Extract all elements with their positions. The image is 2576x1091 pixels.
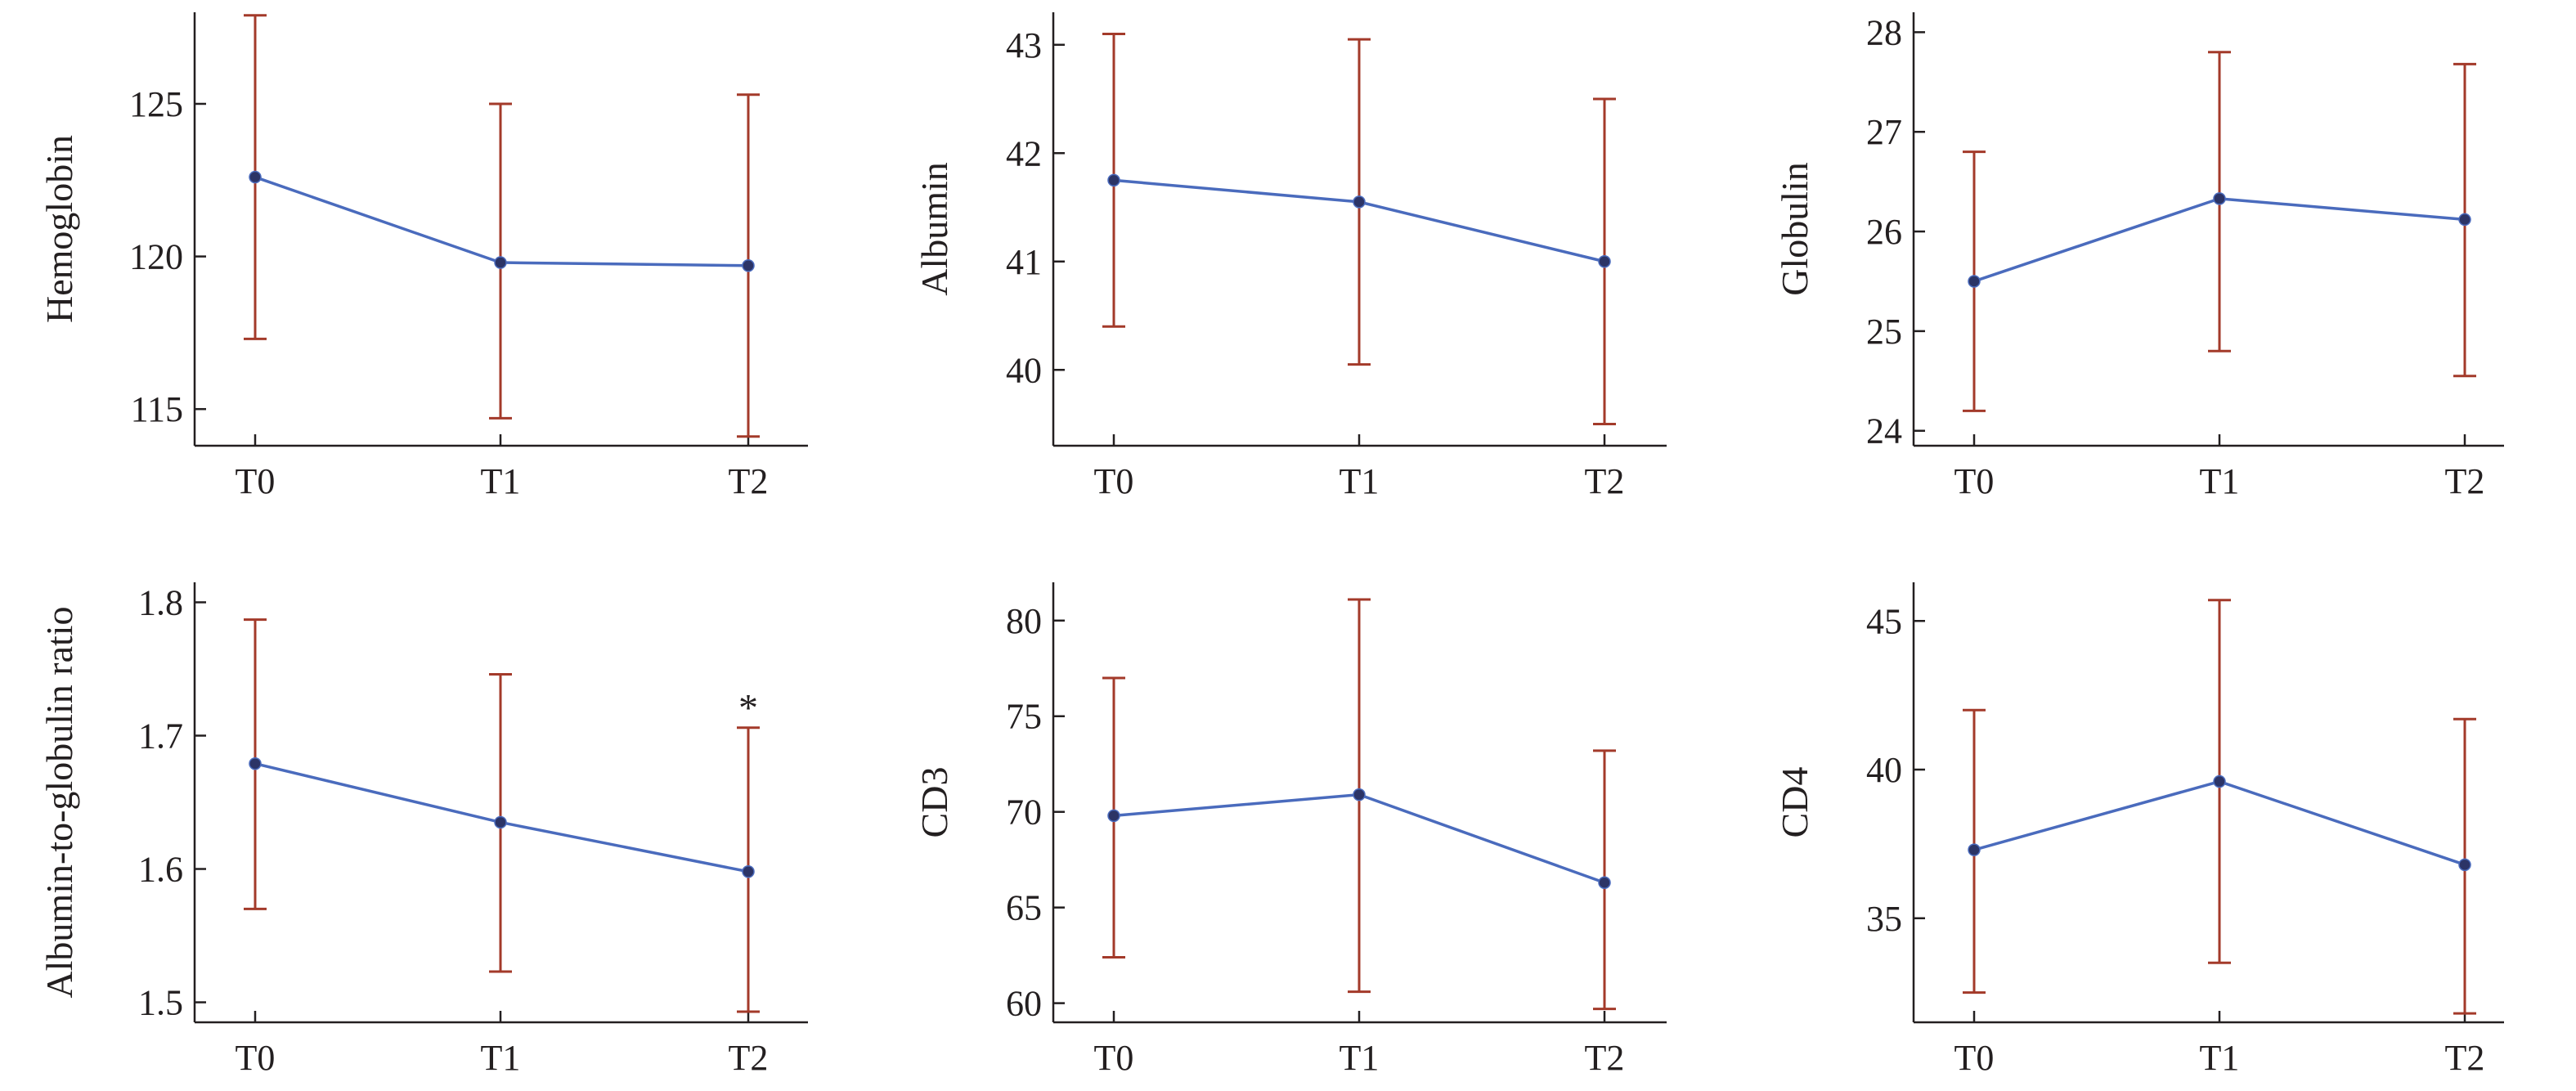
data-point	[1968, 843, 1981, 856]
data-point	[2458, 858, 2471, 872]
y-axis-label: Albumin-to-globulin ratio	[38, 606, 80, 998]
significance-annotation: *	[738, 687, 758, 730]
chart-panel: 24 25 26 27 28 T0 T1 T2 Globulin	[1774, 12, 2504, 501]
y-tick-label: 60	[1006, 984, 1042, 1024]
y-tick-label: 40	[1006, 350, 1042, 390]
y-axis-label: Globulin	[1774, 162, 1815, 296]
data-point	[1353, 195, 1366, 209]
x-tick-label: T1	[481, 1038, 521, 1078]
y-axis-label: Albumin	[913, 162, 955, 296]
chart-panel: 60 65 70 75 80 T0 T1 T2 CD3	[913, 582, 1667, 1078]
y-tick-label: 40	[1866, 750, 1902, 790]
data-point	[2213, 774, 2226, 788]
x-tick-label: T1	[1340, 461, 1380, 501]
y-tick-label: 41	[1006, 242, 1042, 282]
data-point	[249, 757, 262, 770]
chart-panel: 115 120 125 T0 T1 T2 Hemoglobin	[38, 12, 808, 501]
y-tick-label: 1.8	[138, 582, 183, 622]
x-tick-label: T0	[236, 461, 276, 501]
data-point	[1598, 255, 1611, 268]
y-tick-label: 80	[1006, 601, 1042, 641]
y-tick-label: 1.5	[138, 983, 183, 1023]
y-tick-label: 65	[1006, 888, 1042, 928]
y-axis-label: CD3	[913, 767, 955, 838]
y-tick-label: 120	[129, 237, 183, 277]
data-point	[249, 170, 262, 184]
y-tick-label: 27	[1866, 112, 1902, 152]
x-tick-label: T1	[2200, 461, 2240, 501]
x-tick-label: T0	[1954, 461, 1995, 501]
x-tick-label: T1	[1340, 1038, 1380, 1078]
x-tick-label: T2	[729, 461, 769, 501]
y-tick-label: 45	[1866, 601, 1902, 641]
y-tick-label: 1.7	[138, 716, 183, 756]
y-tick-label: 70	[1006, 792, 1042, 833]
data-point	[494, 815, 507, 829]
y-tick-label: 25	[1866, 312, 1902, 352]
y-tick-label: 26	[1866, 212, 1902, 252]
chart-panel: 35 40 45 T0 T1 T2 CD4	[1774, 582, 2504, 1078]
y-axis-label: CD4	[1774, 767, 1815, 838]
x-tick-label: T2	[729, 1038, 769, 1078]
data-point	[2213, 192, 2226, 205]
y-tick-label: 43	[1006, 25, 1042, 65]
data-point	[494, 256, 507, 269]
data-point	[1107, 809, 1120, 823]
x-tick-label: T0	[1954, 1038, 1995, 1078]
y-tick-label: 42	[1006, 133, 1042, 173]
y-tick-label: 75	[1006, 697, 1042, 737]
y-tick-label: 125	[129, 84, 183, 124]
chart-panel: 40 41 42 43 T0 T1 T2 Albumin	[913, 12, 1667, 501]
x-tick-label: T2	[1585, 461, 1625, 501]
y-tick-label: 35	[1866, 899, 1902, 939]
y-axis-label: Hemoglobin	[38, 135, 80, 323]
y-tick-label: 28	[1866, 12, 1902, 52]
data-point	[2458, 213, 2471, 227]
x-tick-label: T2	[2445, 1038, 2485, 1078]
y-tick-label: 24	[1866, 411, 1902, 451]
x-tick-label: T0	[1094, 1038, 1134, 1078]
x-tick-label: T1	[481, 461, 521, 501]
data-point	[1968, 275, 1981, 288]
x-tick-label: T2	[2445, 461, 2485, 501]
chart-panel: 1.5 1.6 1.7 1.8 T0 T1 T2 Albumin-to-globulin ra…	[38, 582, 808, 1078]
data-point	[742, 259, 755, 272]
x-tick-label: T1	[2200, 1038, 2240, 1078]
x-tick-label: T0	[1094, 461, 1134, 501]
y-tick-label: 1.6	[138, 850, 183, 890]
data-point	[1353, 788, 1366, 801]
data-point	[1107, 173, 1120, 187]
y-tick-label: 115	[131, 389, 183, 429]
data-point	[1598, 876, 1611, 889]
x-tick-label: T0	[236, 1038, 276, 1078]
x-tick-label: T2	[1585, 1038, 1625, 1078]
data-point	[742, 865, 755, 878]
